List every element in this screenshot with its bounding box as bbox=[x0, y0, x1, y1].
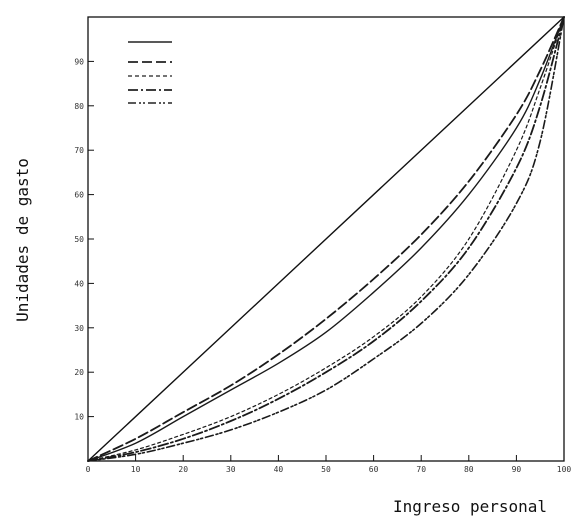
x-tick-label: 30 bbox=[226, 465, 236, 474]
x-tick-label: 60 bbox=[369, 465, 379, 474]
x-tick-label: 100 bbox=[557, 465, 572, 474]
series-group bbox=[87, 16, 565, 462]
x-tick-label: 10 bbox=[131, 465, 141, 474]
lorenz-curve-solid bbox=[87, 16, 565, 462]
lorenz-curve-dashdotdot bbox=[87, 16, 565, 462]
y-axis-label: Unidades de gasto bbox=[13, 158, 32, 322]
lorenz-curve-dash bbox=[87, 16, 565, 462]
y-tick-label: 80 bbox=[74, 102, 84, 111]
equality-line bbox=[87, 16, 565, 462]
lorenz-curve-dashdot bbox=[87, 16, 565, 462]
y-tick-label: 20 bbox=[74, 368, 84, 377]
y-tick-label: 60 bbox=[74, 191, 84, 200]
x-tick-label: 40 bbox=[274, 465, 284, 474]
x-tick-label: 90 bbox=[512, 465, 522, 474]
lorenz-curve-dot bbox=[87, 16, 565, 462]
x-tick-label: 0 bbox=[86, 465, 91, 474]
y-tick-group: 10 20 30 40 50 60 70 80 90 bbox=[74, 16, 94, 462]
y-tick-label: 50 bbox=[74, 235, 84, 244]
y-tick-label: 30 bbox=[74, 324, 84, 333]
x-tick-label: 50 bbox=[321, 465, 331, 474]
x-tick-group: 0 10 20 30 40 50 60 70 80 90 100 bbox=[86, 455, 572, 474]
x-tick-label: 80 bbox=[464, 465, 474, 474]
x-tick-label: 20 bbox=[178, 465, 188, 474]
y-tick-label: 40 bbox=[74, 279, 84, 288]
x-tick-label: 70 bbox=[416, 465, 426, 474]
legend bbox=[128, 41, 172, 104]
y-tick-label: 70 bbox=[74, 146, 84, 155]
y-tick-label: 10 bbox=[74, 413, 84, 422]
y-tick-label: 90 bbox=[74, 57, 84, 66]
x-axis-label: Ingreso personal bbox=[393, 497, 547, 516]
